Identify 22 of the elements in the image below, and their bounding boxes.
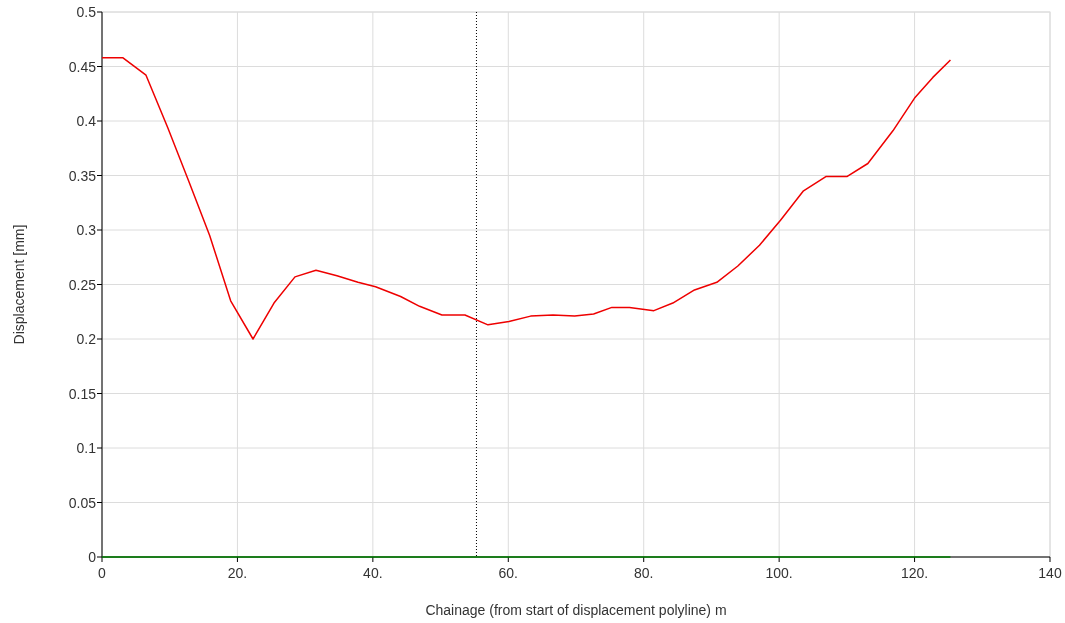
y-tick-label: 0.3	[76, 222, 97, 238]
x-tick-label: 60.	[498, 565, 519, 581]
x-tick-label: 80.	[633, 565, 654, 581]
y-tick-label: 0.5	[76, 4, 97, 20]
x-tick-label: 40.	[363, 565, 383, 581]
y-tick-label: 0.2	[76, 331, 97, 347]
x-tick-label: 120.	[900, 565, 929, 581]
y-tick-label: 0.15	[68, 385, 97, 402]
y-tick-label: 0.35	[68, 167, 97, 184]
y-tick-label: 0.1	[76, 440, 97, 456]
x-tick-label: 100.	[765, 565, 793, 581]
y-tick-label: 0.45	[68, 58, 97, 75]
y-tick-label: 0.05	[68, 494, 97, 511]
x-tick-label: 140	[1038, 565, 1062, 581]
x-axis-title: Chainage (from start of displacement polyline) m	[425, 602, 727, 618]
x-tick-label: 0	[98, 565, 107, 581]
y-tick-label: 0	[88, 549, 97, 565]
x-tick-label: 20.	[227, 565, 248, 581]
y-tick-label: 0.4	[76, 113, 97, 129]
line-series	[101, 57, 952, 340]
y-tick-label: 0.25	[68, 276, 97, 293]
y-axis-title: Displacement [mm]	[11, 224, 27, 345]
